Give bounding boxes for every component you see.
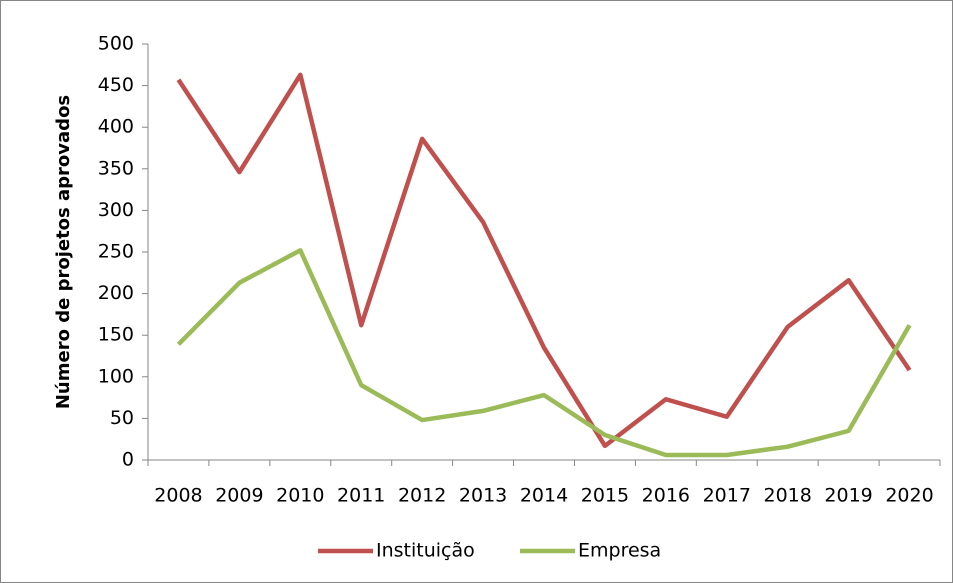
y-tick-label: 0 [122,449,134,471]
y-tick-label: 300 [98,199,134,221]
x-tick-label: 2016 [642,485,690,507]
legend-label: Instituição [376,540,475,562]
y-axis-label: Número de projetos aprovados [53,95,74,409]
legend-label: Empresa [578,540,661,562]
y-tick-label: 150 [98,324,134,346]
x-tick-label: 2008 [154,485,202,507]
x-tick-label: 2012 [398,485,446,507]
x-tick-label: 2009 [215,485,263,507]
x-tick-label: 2010 [276,485,324,507]
x-tick-label: 2017 [703,485,751,507]
y-tick-label: 50 [110,407,134,429]
y-tick-label: 500 [98,33,134,55]
y-tick-label: 450 [98,74,134,96]
y-tick-label: 100 [98,365,134,387]
x-tick-label: 2020 [885,485,933,507]
x-tick-label: 2015 [581,485,629,507]
y-tick-label: 350 [98,157,134,179]
x-tick-label: 2019 [824,485,872,507]
x-tick-label: 2018 [764,485,812,507]
y-tick-label: 250 [98,241,134,263]
y-tick-label: 400 [98,116,134,138]
y-tick-label: 200 [98,282,134,304]
x-tick-label: 2013 [459,485,507,507]
x-tick-label: 2014 [520,485,568,507]
series-line [176,248,912,458]
x-tick-label: 2011 [337,485,385,507]
series-line [176,72,912,449]
